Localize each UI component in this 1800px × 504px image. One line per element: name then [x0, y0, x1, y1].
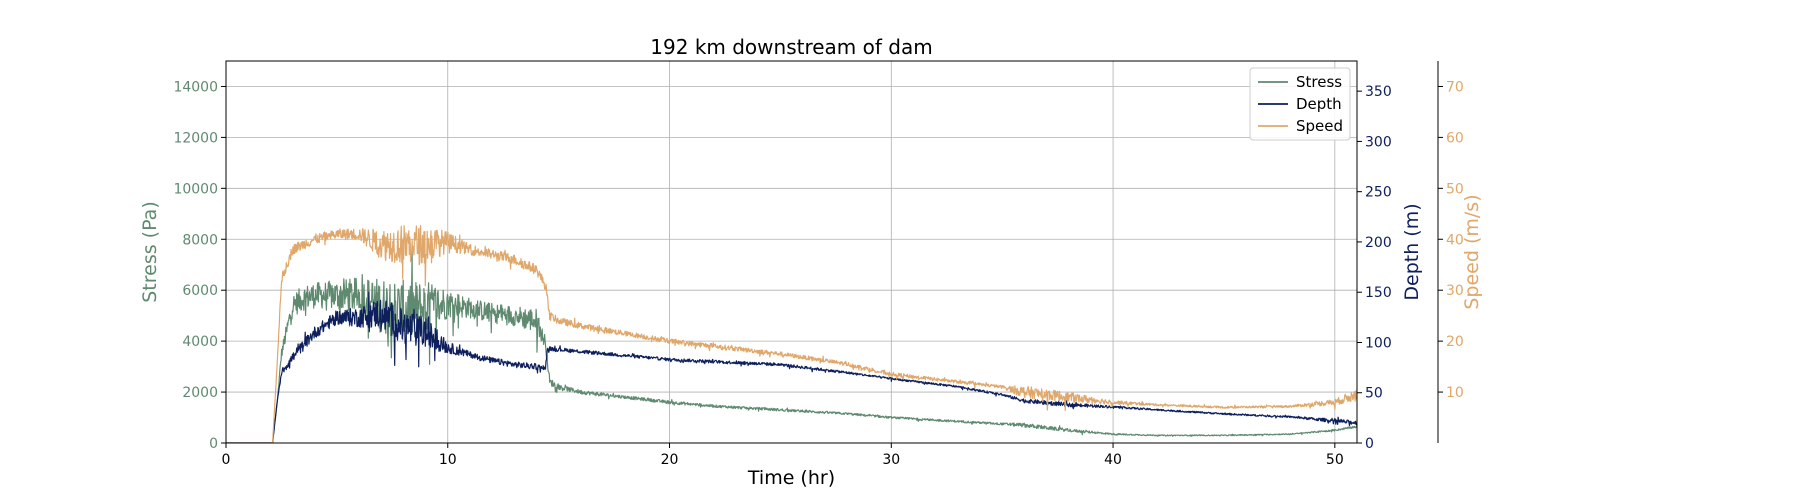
legend: Stress Depth Speed	[1249, 67, 1351, 141]
stress-axis-label: Stress (Pa)	[139, 201, 161, 303]
stress-tick-label: 0	[209, 436, 218, 452]
depth-tick-label: 150	[1365, 285, 1392, 301]
depth-tick-label: 200	[1365, 235, 1392, 251]
x-tick-label: 40	[1104, 452, 1122, 468]
x-axis-label: Time (hr)	[747, 467, 835, 489]
depth-tick-label: 250	[1365, 185, 1392, 201]
stress-tick-label: 4000	[182, 334, 218, 350]
chart-title: 192 km downstream of dam	[650, 35, 932, 59]
depth-tick-label: 300	[1365, 134, 1392, 150]
depth-axis-label: Depth (m)	[1401, 203, 1423, 300]
legend-label-depth: Depth	[1296, 95, 1342, 113]
legend-label-speed: Speed	[1296, 117, 1343, 135]
x-tick-label: 50	[1326, 452, 1344, 468]
x-tick-label: 20	[661, 452, 679, 468]
stress-tick-label: 14000	[173, 79, 218, 95]
series-line-stress	[226, 252, 1357, 443]
series-line-speed	[226, 224, 1357, 443]
legend-box	[1249, 67, 1351, 141]
depth-tick-label: 0	[1365, 436, 1374, 452]
speed-tick-label: 70	[1446, 79, 1464, 95]
series-line-depth	[226, 291, 1357, 443]
stress-tick-label: 6000	[182, 283, 218, 299]
speed-axis-label: Speed (m/s)	[1461, 194, 1483, 309]
depth-tick-label: 350	[1365, 84, 1392, 100]
speed-tick-label: 20	[1446, 334, 1464, 350]
speed-tick-label: 40	[1446, 232, 1464, 248]
speed-tick-label: 50	[1446, 181, 1464, 197]
legend-label-stress: Stress	[1296, 73, 1342, 91]
depth-tick-label: 100	[1365, 335, 1392, 351]
speed-tick-label: 10	[1446, 385, 1464, 401]
plot-lines	[226, 224, 1357, 443]
stress-tick-label: 8000	[182, 232, 218, 248]
speed-tick-label: 60	[1446, 130, 1464, 146]
speed-tick-label: 30	[1446, 283, 1464, 299]
stress-tick-label: 10000	[173, 181, 218, 197]
stress-tick-label: 2000	[182, 385, 218, 401]
x-tick-label: 0	[222, 452, 231, 468]
stress-tick-label: 12000	[173, 130, 218, 146]
depth-tick-label: 50	[1365, 386, 1383, 402]
plot-frame	[225, 60, 1358, 444]
axes: 0 10 20 30 40 5002000400060008000100001200014…	[139, 61, 1483, 468]
x-tick-label: 30	[882, 452, 900, 468]
x-tick-label: 10	[439, 452, 457, 468]
